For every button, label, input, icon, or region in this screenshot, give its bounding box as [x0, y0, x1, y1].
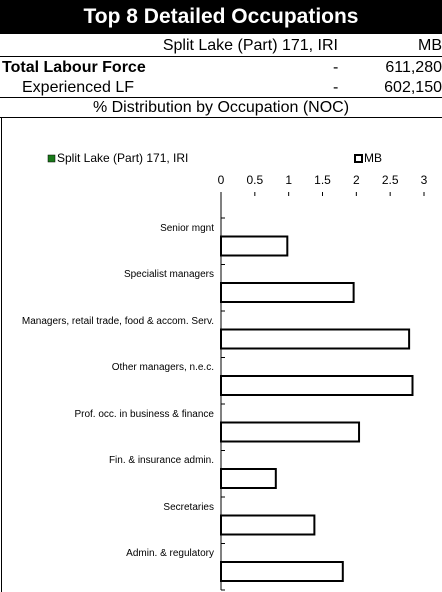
x-tick-label: 3: [421, 173, 428, 187]
row-value: -: [333, 79, 339, 96]
legend-label: MB: [364, 151, 382, 165]
row-value: -: [333, 59, 339, 76]
x-tick-label: 1.5: [314, 173, 331, 187]
x-tick-label: 0: [218, 173, 225, 187]
legend-label: Split Lake (Part) 171, IRI: [57, 151, 188, 165]
rule: [0, 97, 442, 98]
x-tick-label: 1: [285, 173, 292, 187]
bar: [220, 514, 316, 536]
region-name: MB: [418, 37, 442, 54]
area-name: Split Lake (Part) 171, IRI: [162, 37, 338, 54]
category-label: Managers, retail trade, food & accom. Se…: [21, 315, 214, 327]
bar: [220, 282, 355, 303]
bar: [220, 421, 361, 443]
section-title: % Distribution by Occupation (NOC): [92, 99, 350, 116]
legend-swatch: [47, 154, 56, 163]
x-tick-label: 0.5: [246, 173, 263, 187]
category-label: Prof. occ. in business & finance: [74, 408, 214, 420]
category-label: Senior mgnt: [160, 222, 214, 234]
row-label: Experienced LF: [22, 79, 135, 96]
row-value: 611,280: [385, 59, 442, 76]
bar: [220, 235, 289, 257]
bar: [220, 468, 277, 489]
row-label: Total Labour Force: [2, 59, 146, 76]
rule: [0, 56, 442, 57]
title: Top 8 Detailed Occupations: [0, 0, 442, 34]
bar: [220, 375, 414, 396]
category-label: Fin. & insurance admin.: [108, 455, 214, 466]
frame: [1, 117, 2, 592]
category-label: Specialist managers: [123, 269, 214, 280]
bar: [220, 561, 344, 582]
legend-swatch: [354, 154, 363, 163]
row-value: 602,150: [384, 79, 442, 96]
category-label: Admin. & regulatory: [126, 548, 214, 559]
category-label: Secretaries: [163, 501, 214, 513]
rule: [0, 117, 442, 118]
category-label: Other managers, n.e.c.: [111, 362, 214, 373]
x-tick-label: 2.5: [382, 173, 399, 187]
bar: [220, 328, 411, 350]
x-tick-label: 2: [353, 173, 360, 187]
